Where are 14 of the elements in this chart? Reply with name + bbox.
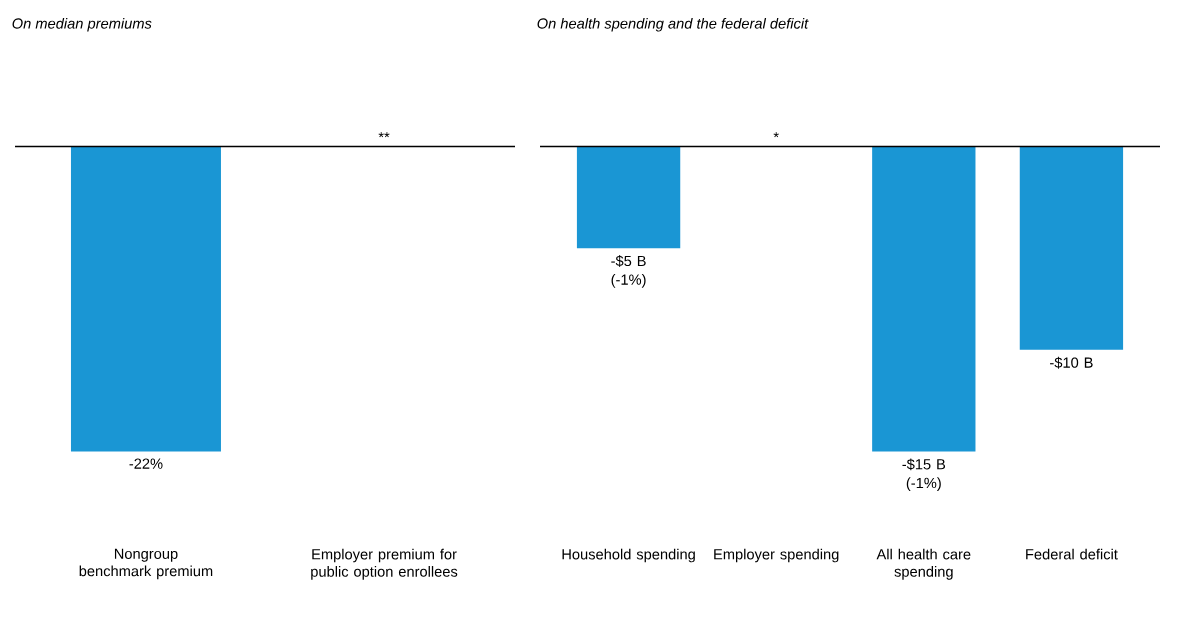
chart-title: On median premiums — [12, 17, 152, 32]
data-label: -$5 B (-1%) — [611, 255, 646, 288]
text: ** — [378, 132, 390, 138]
data-label: -$10 B — [1050, 356, 1093, 369]
x-tick-label: All health care spending — [876, 548, 971, 580]
x-tick-label: Nongroup benchmark premium — [79, 548, 213, 580]
data-label: -22% — [129, 458, 163, 469]
data-label: -$15 B (-1%) — [902, 458, 946, 492]
x-tick-label: Employer spending — [714, 548, 839, 563]
text: * — [773, 132, 779, 138]
x-tick-label: Household spending — [562, 548, 695, 563]
chart-title: On health spending and the federal deficit — [537, 17, 809, 32]
x-tick-label: Federal deficit — [1026, 548, 1118, 560]
x-tick-label: Employer premium for public option enrollees — [311, 548, 458, 580]
